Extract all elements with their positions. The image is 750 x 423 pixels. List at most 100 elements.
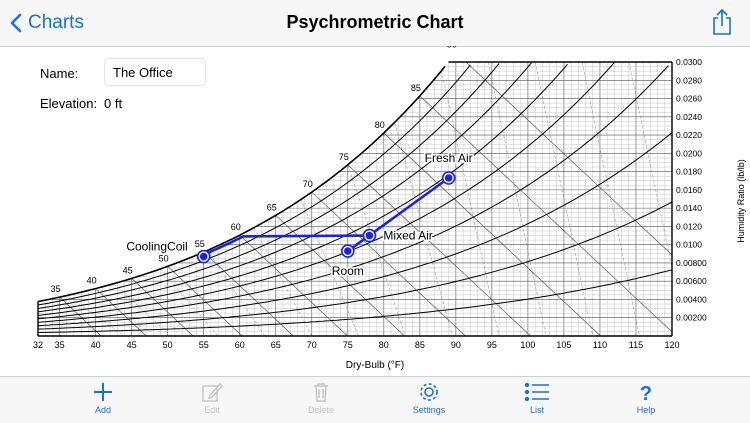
x-tick-label: 50 [163,340,173,350]
volume-line [534,62,593,336]
help-label: Help [636,405,656,415]
y-tick-label: 0.0120 [676,221,702,231]
edit-button[interactable]: Edit [177,381,247,415]
back-button[interactable]: Charts [10,9,84,37]
chart-axes: 32 35 40 45 50 55 60 65 70 75 80 85 90 95 100 105 110 115… [33,46,707,350]
wet-bulb-label: 70 [303,179,313,189]
x-tick-label: 75 [343,340,353,350]
y-tick-label: 0.00800 [676,258,707,268]
y-tick-label: 0.0140 [676,203,702,213]
y-tick-label: 0.0160 [676,185,702,195]
rh-curve [38,132,672,327]
x-tick-label: 45 [127,340,137,350]
share-icon [713,8,731,35]
y-tick-label: 0.0100 [676,240,702,250]
y-tick-label: 0.0180 [676,167,702,177]
rh-curve [38,269,672,334]
state-point-label: Room [332,264,364,278]
x-tick-label: 95 [487,340,497,350]
y-axis-label: Humidity Ratio (lb/lb) [736,159,746,243]
question-icon: ? [640,383,652,403]
x-axis-label: Dry-Bulb (°F) [346,360,404,371]
delete-button[interactable]: Delete [286,381,356,415]
list-button[interactable]: List [502,381,572,415]
volume-line [488,62,547,336]
x-tick-label: 120 [664,340,679,350]
x-tick-label: 70 [307,340,317,350]
settings-label: Settings [412,405,446,415]
wet-bulb-label: 85 [411,83,421,93]
x-tick-label: 110 [593,340,607,350]
state-point-dot [444,174,453,182]
volume-line [628,62,672,336]
volume-line [441,70,500,336]
edit-label: Edit [204,405,220,415]
elevation-label: Elevation: [40,96,98,111]
wet-bulb-label: 75 [339,152,349,162]
x-tick-label: 55 [199,340,209,350]
y-tick-label: 0.0220 [676,130,702,140]
rh-curve [38,62,615,320]
delete-label: Delete [307,405,334,415]
psychrometric-chart[interactable]: 32 35 40 45 50 55 60 65 70 75 80 85 90 95 100 105 110 115… [0,46,750,376]
trash-icon [314,383,328,402]
x-tick-label: 60 [235,340,245,350]
y-tick-label: 0.00600 [676,276,707,286]
state-points[interactable]: Fresh Air Mixed Air Room CoolingCoil [125,149,474,279]
rh-curve [38,201,672,330]
elevation-value: 0 ft [104,96,123,111]
state-point-dot [343,247,352,255]
share-button[interactable] [712,8,732,41]
add-label: Add [94,405,111,415]
list-label: List [529,405,544,415]
x-tick-label: 80 [379,340,389,350]
wet-bulb-label: 35 [51,284,61,294]
y-tick-label: 0.00400 [676,294,707,304]
rh-curve [38,64,471,306]
y-tick-label: 0.0200 [676,148,702,158]
wet-bulb-label: 80 [375,120,385,130]
plus-icon [94,383,112,401]
name-field[interactable]: The Office [104,58,206,86]
y-tick-label: 0.00200 [676,313,707,323]
navigation-bar: Charts Psychrometric Chart [0,0,750,47]
name-label: Name: [40,66,79,81]
volume-line [581,62,640,336]
state-point-dot [365,231,374,240]
wet-bulb-line [455,62,672,256]
state-point-label: Fresh Air [425,151,473,165]
back-label: Charts [28,12,84,33]
wet-bulb-label: 45 [123,265,133,275]
wet-bulb-line [167,266,243,336]
chevron-left-icon [10,13,22,33]
state-point-dot [199,252,208,261]
wet-bulb-line [131,278,194,336]
rh-curve [38,62,532,313]
x-tick-label: 40 [91,340,101,350]
settings-button[interactable]: Settings [394,381,464,415]
y-tick-label: 0.0300 [676,57,702,67]
x-tick-label: 105 [556,340,571,350]
x-tick-label: 115 [629,340,643,350]
wet-bulb-label: 50 [159,253,169,263]
wet-bulb-label: 60 [231,222,241,232]
y-tick-label: 0.0240 [676,112,702,122]
svg-text:?: ? [640,383,652,403]
state-point-label: Mixed Air [383,229,432,243]
y-tick-label: 0.0280 [676,75,702,85]
x-tick-label: 65 [271,340,281,350]
x-tick-label: 100 [520,340,535,350]
wet-bulb-label: 90 [447,46,457,50]
help-button[interactable]: ? Help [611,381,681,415]
wet-bulb-label: 40 [87,276,97,286]
wet-bulb-label: 65 [267,202,277,212]
edit-icon [202,382,223,402]
saturation-curve [37,65,446,303]
state-point-label: CoolingCoil [126,240,187,254]
x-tick-label: 90 [451,340,461,350]
rh-curve [38,63,568,316]
bottom-toolbar: Add Edit Delete Settings List ? Help [0,376,750,423]
x-tick-label: 32 [33,340,43,350]
gear-icon [420,383,438,401]
add-button[interactable]: Add [68,381,138,415]
